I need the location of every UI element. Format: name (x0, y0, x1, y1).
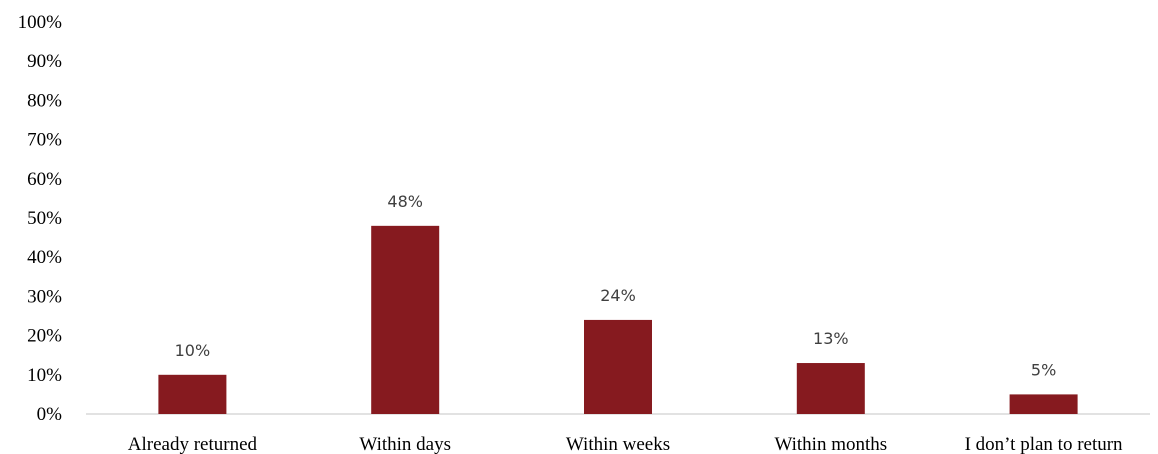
data-label: 10% (175, 341, 211, 360)
y-tick-label: 90% (27, 51, 62, 72)
y-tick-label: 70% (27, 130, 62, 151)
data-labels: 10% 48% 24% 13% 5% (175, 192, 1057, 380)
y-tick-label: 0% (37, 404, 63, 425)
y-tick-label: 100% (18, 12, 63, 33)
data-label: 24% (600, 286, 636, 305)
bar (796, 363, 865, 414)
bar (1009, 394, 1078, 414)
x-axis-category-labels: Already returned Within days Within weeks W… (128, 434, 1123, 454)
bar (158, 374, 227, 414)
x-category-label: Within days (359, 434, 451, 454)
data-label: 5% (1031, 360, 1056, 379)
y-tick-label: 80% (27, 90, 62, 111)
data-label: 13% (813, 329, 849, 348)
x-category-label: Within months (774, 434, 887, 454)
x-category-label: I don’t plan to return (965, 434, 1123, 454)
bars (158, 225, 1078, 414)
y-tick-label: 40% (27, 247, 62, 268)
bar (371, 225, 440, 414)
y-axis-ticks: 0% 10% 20% 30% 40% 50% 60% 70% 80% 90% 100% (18, 12, 63, 425)
x-category-label: Within weeks (566, 434, 670, 454)
data-label: 48% (387, 192, 423, 211)
y-tick-label: 20% (27, 326, 62, 347)
bar (584, 319, 652, 414)
y-tick-label: 50% (27, 208, 62, 229)
y-tick-label: 60% (27, 169, 62, 190)
y-tick-label: 10% (27, 365, 62, 386)
y-tick-label: 30% (27, 286, 62, 307)
x-category-label: Already returned (128, 434, 258, 454)
